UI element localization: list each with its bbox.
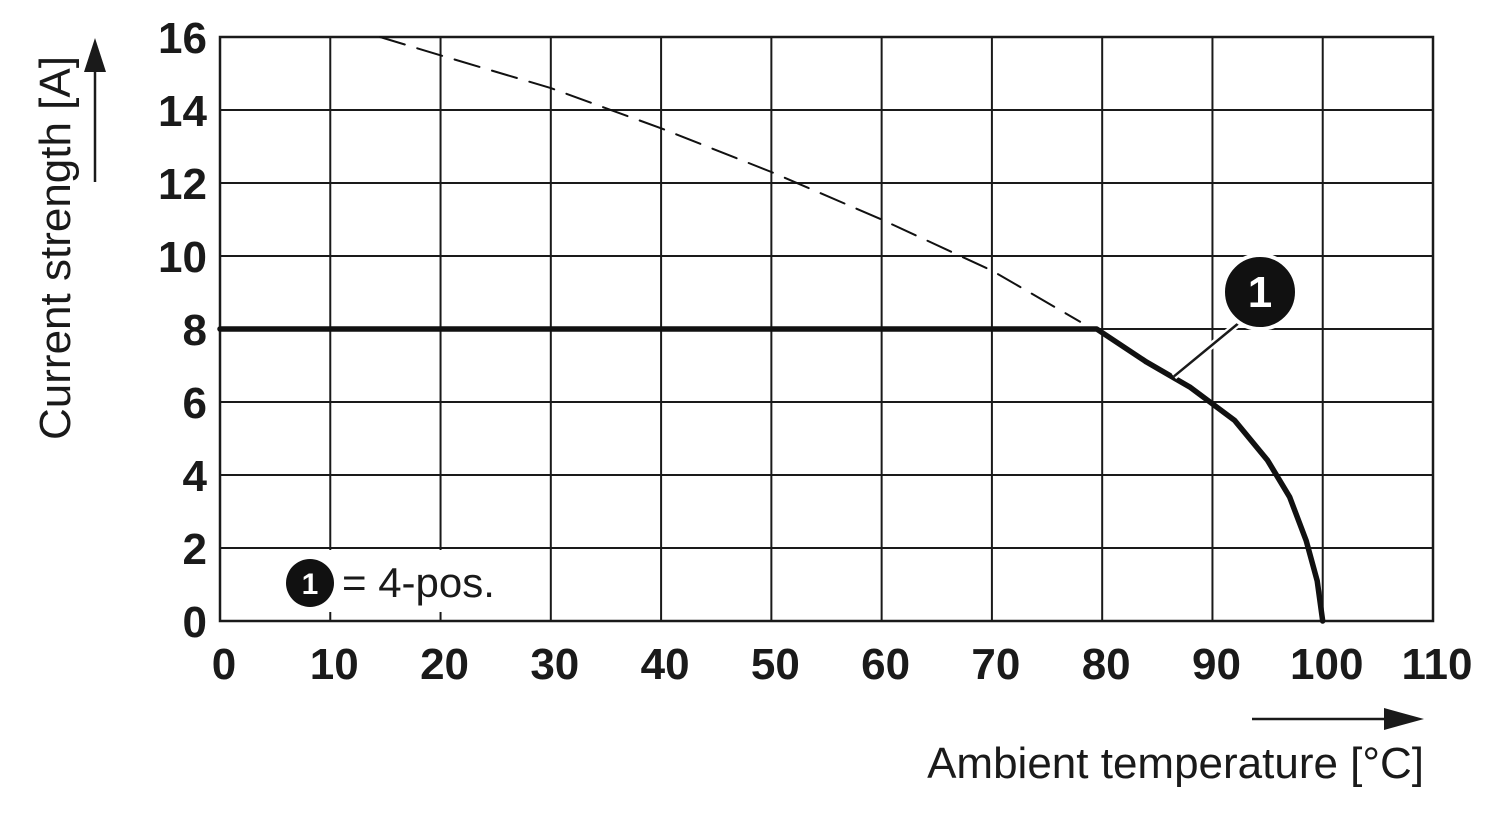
- y-axis-arrow-head: [84, 38, 106, 72]
- y-axis-ticks: 0 2 4 6 8 10 12 14 16: [158, 14, 207, 647]
- y-tick-label-16: 16: [158, 14, 207, 63]
- legend-marker-badge: [286, 559, 334, 607]
- x-tick-label-0: 0: [212, 640, 236, 689]
- x-tick-label-80: 80: [1082, 640, 1131, 689]
- y-tick-label-12: 12: [158, 160, 207, 209]
- x-tick-label-20: 20: [420, 640, 469, 689]
- legend-text: = 4-pos.: [342, 559, 495, 606]
- y-tick-label-6: 6: [183, 379, 207, 428]
- x-axis-arrow-head: [1384, 708, 1424, 730]
- x-tick-label-70: 70: [971, 640, 1020, 689]
- x-axis-ticks: 0 10 20 30 40 50 60 70 80 90 100 110: [212, 640, 1473, 689]
- y-tick-label-8: 8: [183, 306, 207, 355]
- x-tick-label-60: 60: [861, 640, 910, 689]
- callout-badge-label: 1: [1248, 268, 1272, 317]
- series-line-solid-0: [217, 326, 1326, 624]
- x-tick-label-10: 10: [310, 640, 359, 689]
- legend: 1 = 4-pos.: [281, 550, 523, 612]
- y-axis-title: Current strength [A]: [31, 56, 80, 440]
- callout-badge: [1221, 253, 1299, 331]
- x-axis-title: Ambient temperature [°C]: [927, 739, 1424, 788]
- x-axis-title-group: Ambient temperature [°C]: [927, 708, 1424, 788]
- series-layer: [217, 36, 1326, 624]
- y-tick-label-4: 4: [183, 452, 208, 501]
- x-tick-label-110: 110: [1402, 640, 1473, 689]
- y-tick-label-0: 0: [183, 598, 207, 647]
- series-callout: 1: [1171, 253, 1299, 380]
- y-tick-label-10: 10: [158, 233, 207, 282]
- series-line-dashed-1: [378, 36, 1082, 323]
- x-tick-label-100: 100: [1290, 640, 1363, 689]
- x-tick-label-40: 40: [641, 640, 690, 689]
- x-tick-label-30: 30: [530, 640, 579, 689]
- y-axis-title-group: Current strength [A]: [31, 38, 106, 440]
- x-tick-label-50: 50: [751, 640, 800, 689]
- y-tick-label-2: 2: [183, 525, 207, 574]
- x-tick-label-90: 90: [1192, 640, 1241, 689]
- legend-marker-label: 1: [302, 568, 319, 601]
- callout-leader-line-inner: [1173, 321, 1241, 378]
- y-tick-label-14: 14: [158, 87, 207, 136]
